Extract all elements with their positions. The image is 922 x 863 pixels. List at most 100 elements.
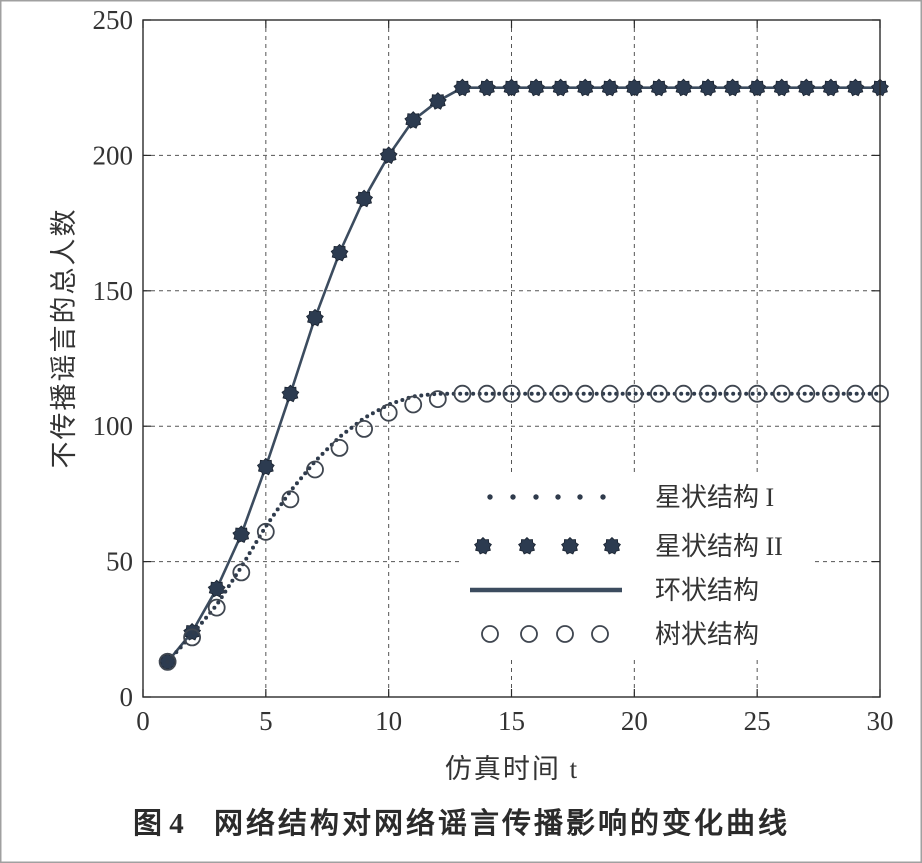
tree-structure-point (846, 384, 865, 403)
star-structure-2-point (379, 146, 398, 164)
tree-structure-point (281, 490, 300, 509)
star-structure-2-point (600, 78, 619, 97)
legend-swatch-dot (510, 494, 516, 500)
tree-structure-point (183, 628, 202, 647)
legend-swatch-dot (577, 494, 583, 500)
legend-swatch-circle (520, 625, 538, 643)
star-structure-2-point (306, 308, 324, 327)
legend-swatch-dot (487, 494, 493, 500)
tree-structure-point (207, 598, 226, 617)
legend-swatch-marker (603, 536, 621, 555)
legend-label-tree-structure: 树状结构 (655, 620, 759, 649)
plot-area-border (142, 19, 881, 698)
legend-label-star-structure-1: 星状结构 I (655, 483, 774, 512)
legend-background (462, 474, 814, 656)
tree-structure-point (404, 395, 423, 414)
tree-structure-point (306, 460, 324, 479)
star-structure-2-point (551, 78, 570, 97)
x-tick-label: 15 (498, 706, 525, 736)
tree-structure-point (379, 403, 398, 422)
tree-structure-point (650, 384, 668, 403)
caption-text: 网络结构对网络谣言传播影响的变化曲线 (214, 806, 790, 840)
legend-swatch-marker (518, 536, 536, 555)
star-structure-2-point (428, 92, 447, 110)
y-tick-label: 200 (93, 140, 134, 170)
tree-structure-point (551, 384, 570, 403)
y-tick-label: 150 (93, 276, 134, 306)
x-tick-label: 30 (867, 706, 894, 736)
tree-structure-point (797, 384, 816, 403)
tree-structure-point (723, 384, 742, 403)
star-structure-2-point (699, 78, 717, 97)
tree-structure-point (502, 384, 521, 403)
star-structure-2-point (846, 78, 865, 97)
x-tick-label: 0 (136, 706, 150, 736)
tree-structure-point (527, 384, 545, 403)
y-tick-label: 100 (93, 411, 134, 441)
star-structure-2-point (478, 78, 496, 97)
x-tick-label: 25 (744, 706, 771, 736)
x-tick-label: 5 (259, 706, 273, 736)
star-structure-2-point (797, 78, 816, 97)
figure-caption: 图 4 网络结构对网络谣言传播影响的变化曲线 (133, 806, 790, 840)
tree-structure-point (158, 652, 177, 671)
legend-swatch-circle (556, 625, 574, 643)
tree-structure-point (428, 390, 447, 409)
star-structure-2-point (748, 78, 767, 97)
tree-structure-point (772, 384, 791, 403)
tree-structure-point (256, 522, 275, 541)
legend: 星状结构 I 星状结构 II 环状结构 树状结构 (462, 474, 814, 656)
tree-structure-point (477, 384, 496, 403)
star-structure-2-point (576, 78, 595, 97)
star-structure-1-line (165, 391, 882, 664)
tree-structure-point (330, 438, 349, 457)
y-tick-label: 50 (106, 547, 133, 577)
star-structure-2-point (772, 78, 791, 97)
star-structure-2-point (355, 189, 374, 208)
legend-swatches (470, 494, 622, 643)
star-structure-2-point (821, 78, 840, 97)
x-axis-label: 仿真时间 t (445, 754, 579, 784)
legend-swatch-dot (600, 494, 606, 500)
y-tick-label: 0 (120, 682, 134, 712)
star-structure-2-point (502, 78, 521, 97)
tree-structure-point (232, 563, 251, 582)
grid (143, 20, 880, 697)
x-tick-label: 10 (375, 706, 402, 736)
legend-label-star-structure-2: 星状结构 II (655, 532, 783, 561)
plot-series (158, 78, 889, 671)
tree-structure-point (822, 384, 840, 403)
caption-label: 图 4 (133, 808, 184, 840)
y-tick-label: 250 (93, 5, 134, 35)
legend-swatch-circle (481, 625, 499, 643)
tree-structure-point (674, 384, 693, 403)
star-structure-2-point (281, 384, 300, 403)
star-structure-2-point (625, 78, 644, 97)
legend-swatch-marker (561, 536, 579, 555)
star-structure-2-point (674, 78, 693, 97)
x-tick-label: 20 (621, 706, 648, 736)
tree-structure-point (699, 384, 717, 403)
star-structure-2-point (256, 457, 275, 476)
legend-swatch-marker (474, 536, 492, 555)
axes: 0 5 10 15 20 25 30 0 50 100 150 200 250 (93, 5, 894, 736)
legend-swatch-circle (591, 625, 609, 643)
y-axis-label: 不传播谣言的总人数 (49, 208, 79, 469)
series-star-structure-2 (158, 78, 889, 671)
tree-structure-point (453, 384, 472, 403)
star-structure-2-point (207, 579, 226, 598)
star-structure-2-point (453, 78, 472, 97)
star-structure-2-point (330, 243, 349, 262)
tree-structure-point (355, 419, 374, 438)
tree-structure-point (576, 384, 595, 403)
tree-structure-point (600, 384, 619, 403)
star-structure-2-point (649, 78, 668, 97)
legend-label-ring-structure: 环状结构 (655, 576, 759, 605)
legend-swatch-dot (533, 494, 539, 500)
legend-swatch-dot (555, 494, 561, 500)
star-structure-2-point (723, 78, 742, 97)
star-structure-2-point (404, 111, 423, 129)
star-structure-2-point (527, 78, 545, 97)
